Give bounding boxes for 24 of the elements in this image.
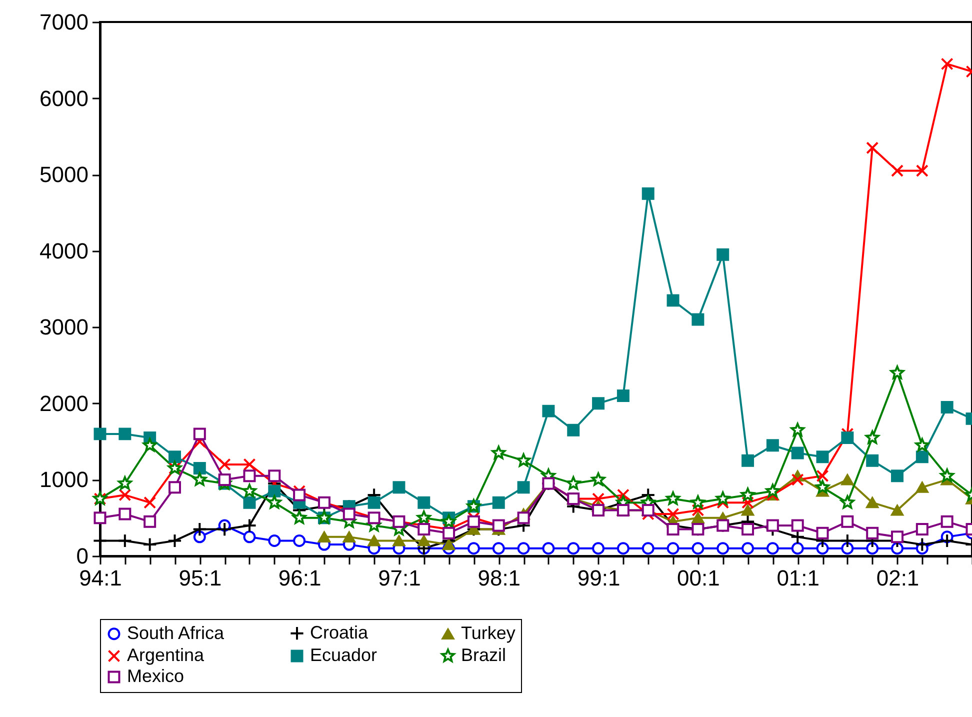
y-tick-label: 1000 <box>40 467 88 492</box>
y-tick-label: 2000 <box>40 390 88 416</box>
x-tick-label: 96:1 <box>278 566 322 590</box>
x-tick-label: 99:1 <box>577 566 620 590</box>
y-tick-label: 5000 <box>40 162 88 188</box>
x-tick-label: 95:1 <box>178 566 222 590</box>
legend-label: Brazil <box>461 645 506 665</box>
x-tick-label: 98:1 <box>478 566 521 590</box>
legend-label: Mexico <box>127 666 184 686</box>
x-tick-label: 00:1 <box>677 566 720 590</box>
y-tick-label: 6000 <box>40 86 88 111</box>
legend-label: Ecuador <box>310 645 378 665</box>
legend-label: Croatia <box>310 622 370 642</box>
x-tick-label: 01:1 <box>776 566 820 590</box>
y-tick-label: 7000 <box>40 10 88 34</box>
x-tick-label: 02:1 <box>876 566 920 590</box>
x-tick-label: 97:1 <box>378 566 421 590</box>
x-tick-label: 94:1 <box>79 566 122 590</box>
legend-label: Argentina <box>127 645 206 665</box>
y-tick-label: 4000 <box>40 238 88 264</box>
y-tick-label: 0 <box>76 544 88 568</box>
legend-label: Turkey <box>461 623 516 643</box>
y-tick-label: 3000 <box>40 314 88 340</box>
legend-label: South Africa <box>127 622 226 643</box>
